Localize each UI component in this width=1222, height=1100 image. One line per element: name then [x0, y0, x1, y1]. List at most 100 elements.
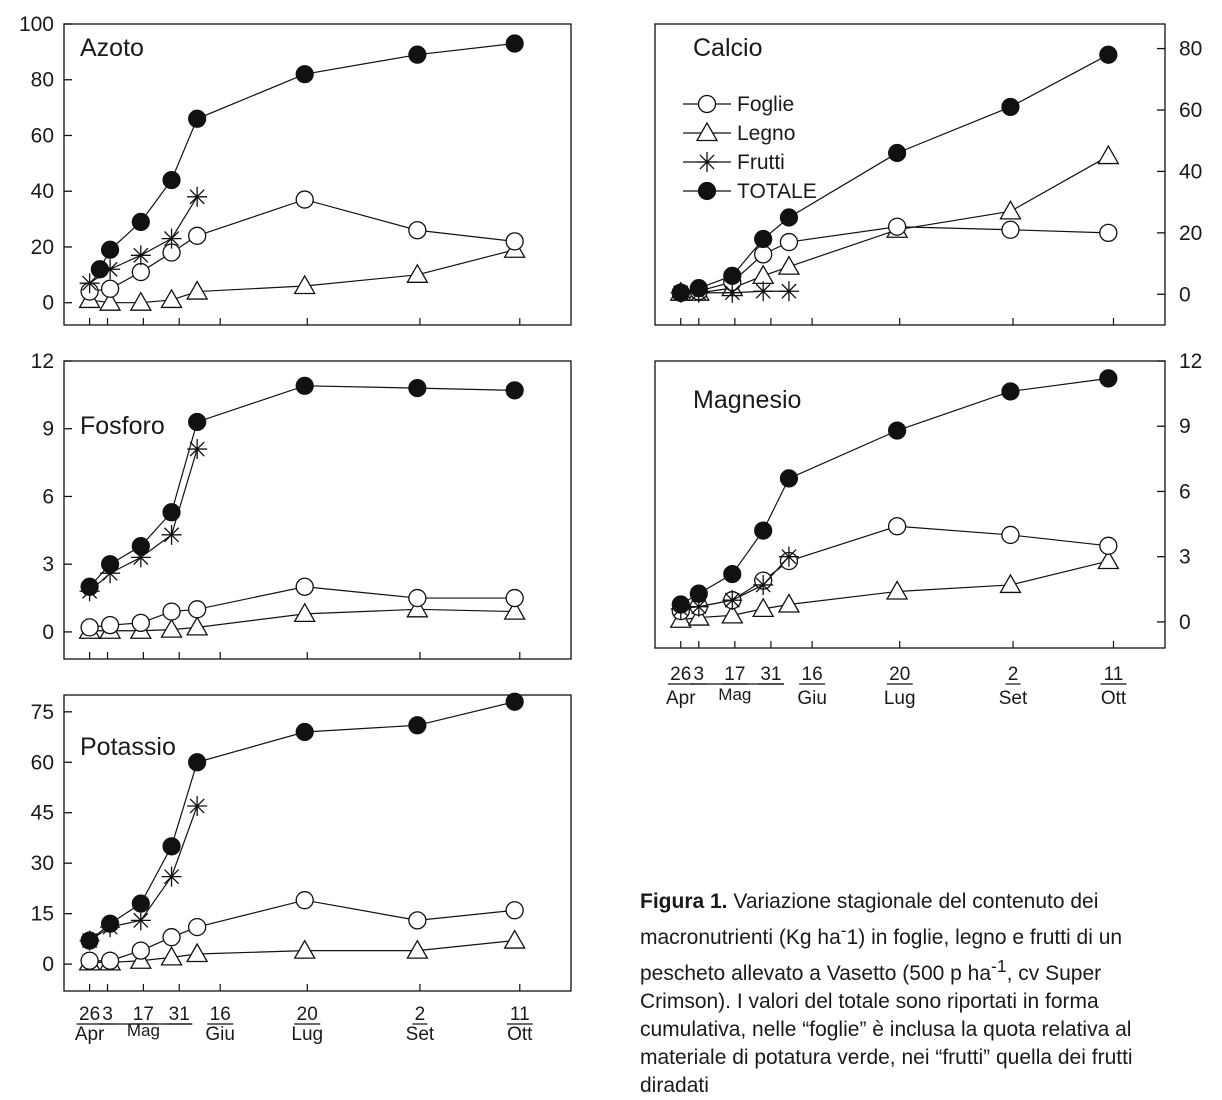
data-point: [187, 186, 208, 207]
data-point: [1001, 97, 1020, 117]
figure-caption: Figura 1. Variazione stagionale del cont…: [640, 888, 1160, 1100]
chart-panel-fosforo: 0 3 6 9 12 Fosforo: [31, 350, 572, 660]
data-point: [886, 580, 909, 600]
data-point: [754, 521, 773, 540]
caption-sup-1: -: [840, 920, 847, 940]
y-tick-label: 3: [1179, 546, 1191, 569]
data-point: [408, 588, 427, 608]
y-tick-label: 80: [31, 69, 54, 92]
chart-panel-calcio: 0 20 40 60 80 Calcio Foglie Legno Frutti TOTALE: [654, 23, 1202, 326]
data-point: [295, 722, 314, 742]
data-point: [131, 613, 150, 633]
data-point: [293, 939, 316, 959]
data-point: [295, 376, 314, 395]
data-point: [130, 245, 151, 266]
legend: Foglie Legno Frutti TOTALE: [683, 93, 817, 203]
data-point: [160, 618, 183, 638]
x-day-label: 2: [1008, 664, 1019, 685]
data-point: [887, 517, 907, 536]
panel-title: Fosforo: [80, 412, 165, 440]
chart-panel-magnesio: 0 3 6 9 12 Magnesio: [654, 350, 1202, 649]
data-point: [505, 232, 524, 251]
x-day-label: 16: [210, 1004, 231, 1025]
data-point: [100, 279, 120, 298]
data-point: [1001, 525, 1020, 545]
data-point: [160, 288, 183, 309]
y-tick-label: 100: [19, 13, 54, 36]
data-point: [723, 266, 742, 285]
data-point: [100, 555, 120, 574]
y-tick-label: 60: [1179, 99, 1202, 122]
data-point: [999, 200, 1022, 220]
data-point: [80, 951, 99, 970]
y-tick-label: 45: [31, 802, 54, 825]
x-month-label: Giu: [205, 1024, 235, 1045]
data-point: [752, 597, 775, 618]
x-day-label: 31: [169, 1004, 190, 1025]
data-point: [406, 598, 429, 618]
data-point: [888, 421, 907, 440]
caption-sup-2: -1: [991, 956, 1007, 976]
data-point: [161, 524, 182, 545]
x-day-label: 11: [510, 1004, 530, 1025]
y-tick-label: 60: [31, 751, 54, 774]
x-day-label: 3: [693, 664, 704, 685]
data-point: [131, 941, 150, 960]
series-foglie: [80, 891, 524, 970]
x-month-label: Apr: [75, 1024, 105, 1045]
data-point: [503, 929, 526, 949]
series-totale: [671, 369, 1118, 614]
x-month-label: Apr: [666, 688, 696, 709]
data-point: [188, 109, 207, 128]
data-point: [1099, 45, 1118, 64]
data-point: [1097, 549, 1120, 570]
data-point: [754, 245, 773, 264]
data-point: [1099, 369, 1118, 388]
data-point: [689, 584, 708, 603]
x-axis-labels: 26 3 17 31 16 20 2 11 Apr Mag Giu Lug Set Ott: [666, 664, 1127, 709]
y-tick-label: 9: [42, 418, 54, 441]
data-point: [188, 226, 207, 245]
y-tick-label: 12: [31, 350, 54, 373]
chart-panel-azoto: 0 20 40 60 80 100 Azoto: [19, 13, 572, 326]
data-point: [408, 45, 427, 64]
data-point: [186, 616, 209, 636]
x-month-label: Lug: [884, 688, 916, 709]
data-point: [162, 837, 181, 856]
data-point: [753, 574, 774, 595]
data-point: [1099, 223, 1118, 243]
plot-frame: [63, 360, 572, 660]
data-point: [100, 951, 120, 970]
data-point: [753, 281, 774, 302]
data-point: [129, 291, 152, 311]
data-point: [80, 931, 99, 950]
data-point: [186, 942, 209, 963]
data-point: [503, 600, 526, 620]
x-day-label: 17: [724, 664, 745, 685]
x-month-label: Ott: [507, 1024, 533, 1045]
data-point: [161, 866, 182, 887]
data-point: [887, 217, 907, 236]
series-line: [89, 198, 515, 293]
y-tick-label: 20: [1179, 222, 1202, 245]
data-point: [100, 615, 120, 635]
data-point: [406, 263, 429, 283]
x-month-label: Mag: [127, 1021, 160, 1040]
x-day-label: 31: [760, 664, 781, 685]
legend-marker: [697, 152, 717, 172]
data-point: [295, 577, 314, 596]
series-totale: [80, 376, 524, 596]
data-point: [752, 264, 775, 285]
x-month-label: Giu: [797, 688, 827, 709]
x-day-label: 3: [102, 1004, 113, 1025]
y-tick-label: 6: [1179, 480, 1191, 503]
data-point: [505, 901, 524, 920]
x-month-label: Lug: [291, 1024, 323, 1045]
legend-label: Foglie: [737, 93, 794, 116]
y-tick-label: 80: [1179, 38, 1202, 61]
data-point: [505, 588, 524, 608]
data-point: [688, 596, 709, 617]
data-point: [162, 170, 181, 190]
y-tick-label: 40: [1179, 160, 1202, 183]
data-point: [162, 503, 181, 522]
